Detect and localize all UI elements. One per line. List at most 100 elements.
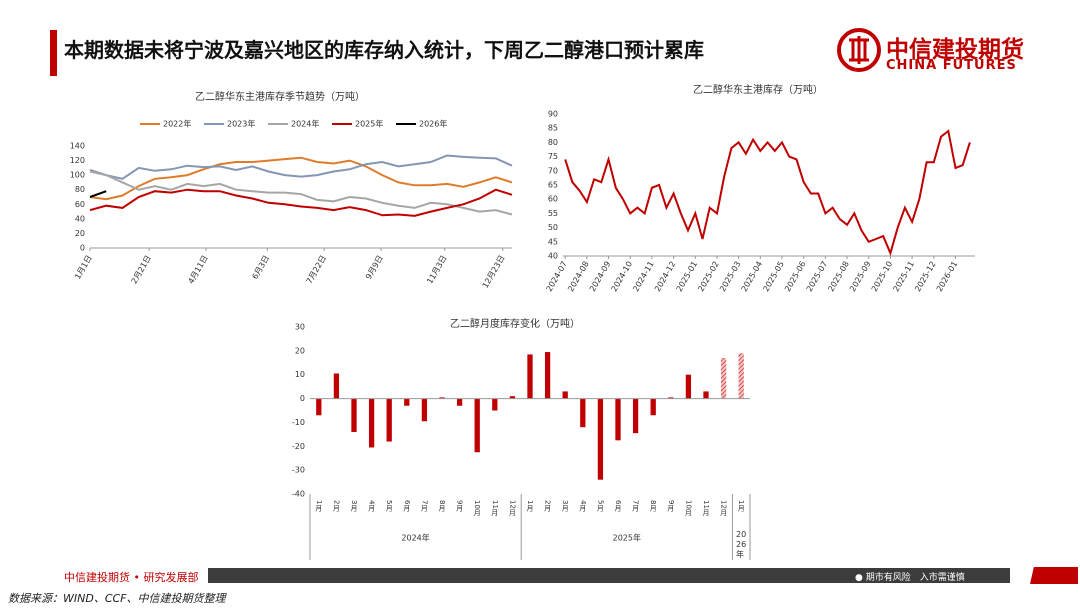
legend-label: 2025年 xyxy=(355,119,383,129)
x-tick-label: 2025-03 xyxy=(718,260,743,293)
y-tick-label: 0 xyxy=(300,394,305,403)
x-tick-label: 11月 xyxy=(702,500,710,517)
x-tick-label: 2026-01 xyxy=(935,260,960,293)
y-tick-label: 100 xyxy=(70,171,85,180)
y-tick-label: -20 xyxy=(292,442,305,451)
chart-title: 乙二醇华东主港库存季节趋势（万吨） xyxy=(195,90,365,103)
bar xyxy=(650,398,656,416)
x-tick-label: 2024-07 xyxy=(545,260,570,293)
series-line xyxy=(89,154,513,180)
x-tick-label: 11月3日 xyxy=(425,254,448,286)
bar xyxy=(333,373,340,399)
y-tick-label: 120 xyxy=(70,156,85,165)
x-tick-label: 9月 xyxy=(456,500,464,513)
bar xyxy=(562,391,568,399)
y-tick-label: 90 xyxy=(548,110,558,119)
y-tick-label: 50 xyxy=(548,223,558,232)
y-tick-label: 20 xyxy=(75,229,85,238)
x-tick-label: 2025-07 xyxy=(805,260,830,293)
y-tick-label: 85 xyxy=(548,124,558,133)
x-tick-label: 2月 xyxy=(332,500,340,513)
y-tick-label: 60 xyxy=(548,195,558,204)
x-tick-label: 2月21日 xyxy=(130,254,153,286)
group-label: 2025年 xyxy=(613,533,641,543)
x-tick-label: 6月3日 xyxy=(250,254,271,281)
x-tick-label: 6月 xyxy=(403,500,411,513)
bar xyxy=(421,398,428,422)
bar xyxy=(685,374,692,399)
x-tick-label: 1月 xyxy=(737,500,745,513)
bar xyxy=(492,398,498,411)
group-label: 2024年 xyxy=(401,533,429,543)
x-tick-label: 2024-12 xyxy=(653,260,678,293)
x-tick-label: 4月 xyxy=(579,500,587,513)
x-tick-label: 12月 xyxy=(508,500,516,517)
x-tick-label: 7月22日 xyxy=(305,254,328,286)
bar xyxy=(439,397,445,399)
y-tick-label: -30 xyxy=(292,466,305,475)
bar xyxy=(351,398,357,432)
x-tick-label: 7月 xyxy=(420,500,428,513)
legend-label: 2026年 xyxy=(419,119,447,129)
series-line xyxy=(89,156,513,201)
x-tick-label: 2025-09 xyxy=(848,260,873,293)
x-tick-label: 2025-04 xyxy=(740,260,765,293)
x-tick-label: 2025-08 xyxy=(826,260,851,293)
bar xyxy=(527,354,533,399)
y-tick-label: 140 xyxy=(70,142,85,151)
bar xyxy=(316,398,322,416)
x-tick-label: 1月1日 xyxy=(73,254,94,281)
x-tick-label: 2025-11 xyxy=(891,260,916,293)
series-line xyxy=(89,190,107,198)
x-tick-label: 2024-09 xyxy=(588,260,613,293)
x-tick-label: 2025-05 xyxy=(761,260,786,293)
x-tick-label: 8月 xyxy=(649,500,657,513)
bar xyxy=(668,397,674,399)
group-label: 2026年 xyxy=(736,530,747,559)
x-tick-label: 2025-01 xyxy=(675,260,700,293)
bar xyxy=(404,398,410,406)
y-tick-label: 75 xyxy=(548,152,558,161)
y-tick-label: 60 xyxy=(75,200,85,209)
series-line xyxy=(89,170,513,216)
x-tick-label: 3月 xyxy=(561,500,569,513)
title-accent xyxy=(50,30,57,76)
bar xyxy=(474,398,480,453)
x-tick-label: 6月 xyxy=(614,500,622,513)
series-line xyxy=(564,129,971,257)
risk-note: ● 期市有风险 入市需谨慎 xyxy=(855,573,965,583)
bar xyxy=(632,398,639,434)
legend-label: 2023年 xyxy=(227,119,255,129)
chart-title: 乙二醇华东主港库存（万吨） xyxy=(693,83,823,96)
bar xyxy=(509,396,516,399)
footer-org: 中信建投期货 • 研究发展部 xyxy=(64,571,199,584)
x-tick-label: 11月 xyxy=(491,500,499,517)
footer-bar xyxy=(60,568,1010,583)
bar xyxy=(738,353,744,399)
x-tick-label: 2025-10 xyxy=(870,260,895,293)
footer-accent xyxy=(1030,567,1078,584)
logo-en: CHINA FUTURES xyxy=(886,58,1017,73)
x-tick-label: 2024-10 xyxy=(610,260,635,293)
x-tick-label: 8月 xyxy=(438,500,446,513)
x-tick-label: 1月 xyxy=(315,500,323,513)
y-tick-label: 65 xyxy=(548,181,558,190)
x-tick-label: 12月23日 xyxy=(481,254,507,290)
bar xyxy=(615,398,621,441)
y-tick-label: 0 xyxy=(80,244,85,253)
x-tick-label: 2月 xyxy=(544,500,552,513)
footer-org-bg xyxy=(60,568,208,583)
y-tick-label: 10 xyxy=(295,370,305,379)
bar xyxy=(720,358,727,399)
y-tick-label: 20 xyxy=(295,346,305,355)
y-tick-label: -40 xyxy=(292,490,305,499)
bar xyxy=(456,398,463,406)
series-line xyxy=(89,188,513,217)
bar xyxy=(368,398,375,448)
x-tick-label: 3月 xyxy=(350,500,358,513)
bar xyxy=(597,398,604,480)
slide-title: 本期数据未将宁波及嘉兴地区的库存纳入统计，下周乙二醇港口预计累库 xyxy=(64,38,704,62)
y-tick-label: 45 xyxy=(548,237,558,246)
y-tick-label: -10 xyxy=(292,418,305,427)
